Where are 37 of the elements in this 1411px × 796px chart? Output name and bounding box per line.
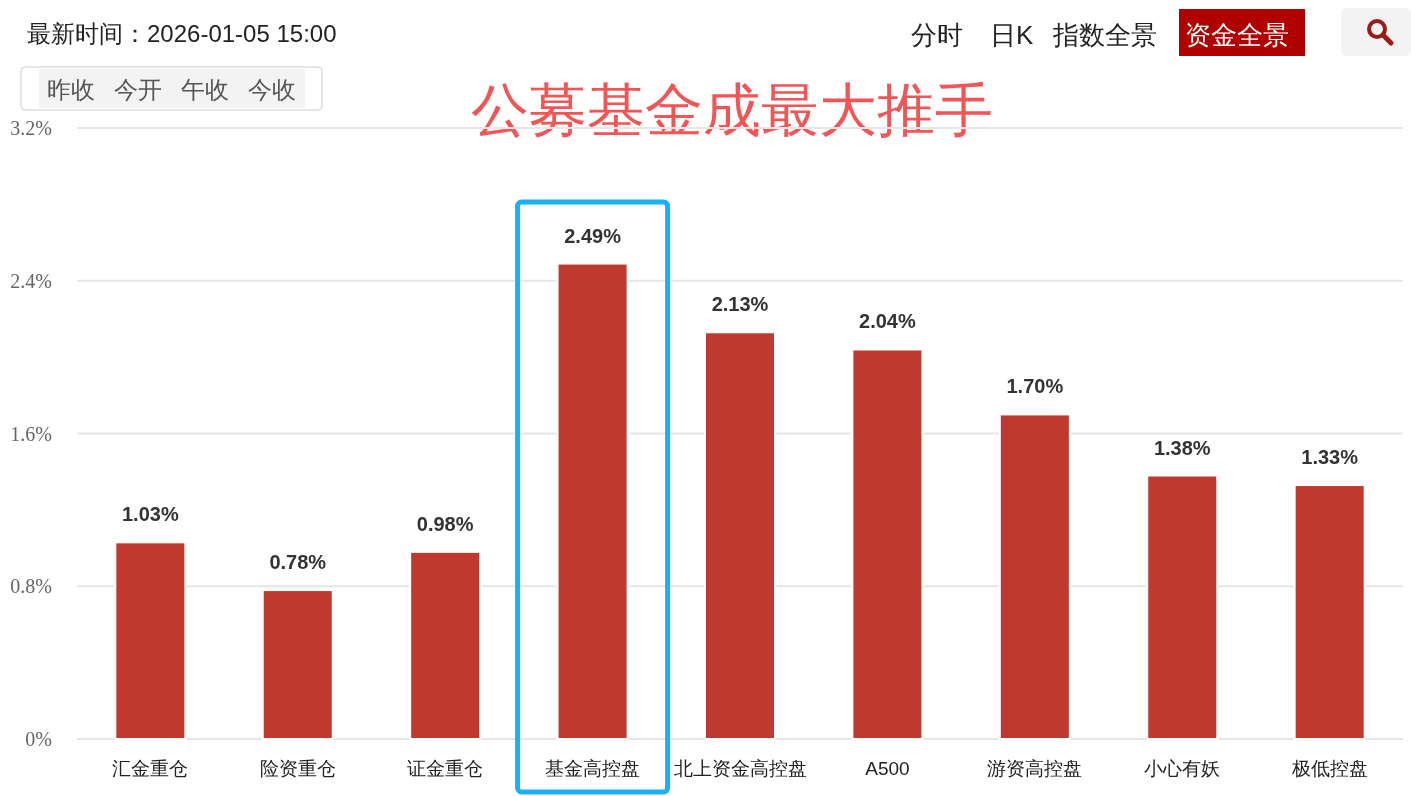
data-label: 1.70%	[1006, 375, 1064, 398]
x-tick-label: A500	[865, 758, 910, 779]
x-tick-label: 极低控盘	[1290, 758, 1368, 779]
x-tick-label: 汇金重仓	[112, 758, 189, 779]
bar	[409, 550, 482, 740]
text: 指数全景	[1052, 20, 1157, 50]
bar	[114, 541, 187, 740]
data-label: 0.78%	[269, 551, 327, 574]
y-tick-label: 1.6%	[10, 422, 52, 445]
data-label: 2.13%	[711, 293, 769, 316]
bar	[703, 331, 777, 740]
y-tick-label: 0%	[25, 728, 52, 750]
x-tick-label: 险资重仓	[259, 758, 336, 779]
data-label: 2.49%	[564, 224, 622, 247]
data-label: 1.38%	[1153, 436, 1211, 459]
x-tick-label: 游资高控盘	[987, 758, 1083, 779]
x-tick-label: 证金重仓	[407, 758, 484, 779]
bar	[1146, 474, 1219, 740]
y-tick-label: 2.4%	[10, 269, 52, 292]
x-tick-label: 小心有妖	[1144, 758, 1221, 779]
data-label: 0.98%	[416, 512, 474, 535]
x-tick-label: 基金高控盘	[545, 758, 641, 779]
data-label: 1.33%	[1301, 446, 1359, 469]
bar	[261, 589, 334, 740]
x-tick-label: 北上资金高控盘	[673, 758, 807, 779]
button-group: 昨收 今开 午收 今收	[20, 66, 323, 111]
y-tick-label: 3.2%	[10, 117, 52, 139]
text: 最新时间：2026-01-05 15:00	[27, 20, 337, 47]
bar	[851, 348, 924, 740]
y-tick-label: 0.8%	[10, 575, 52, 598]
data-label: 2.04%	[859, 310, 916, 333]
text: 资金全景	[1185, 20, 1289, 50]
text: 分时	[911, 20, 963, 50]
data-label: 1.03%	[121, 503, 179, 526]
text: 日K	[990, 20, 1034, 50]
bar	[998, 413, 1071, 740]
bar	[1293, 484, 1366, 740]
